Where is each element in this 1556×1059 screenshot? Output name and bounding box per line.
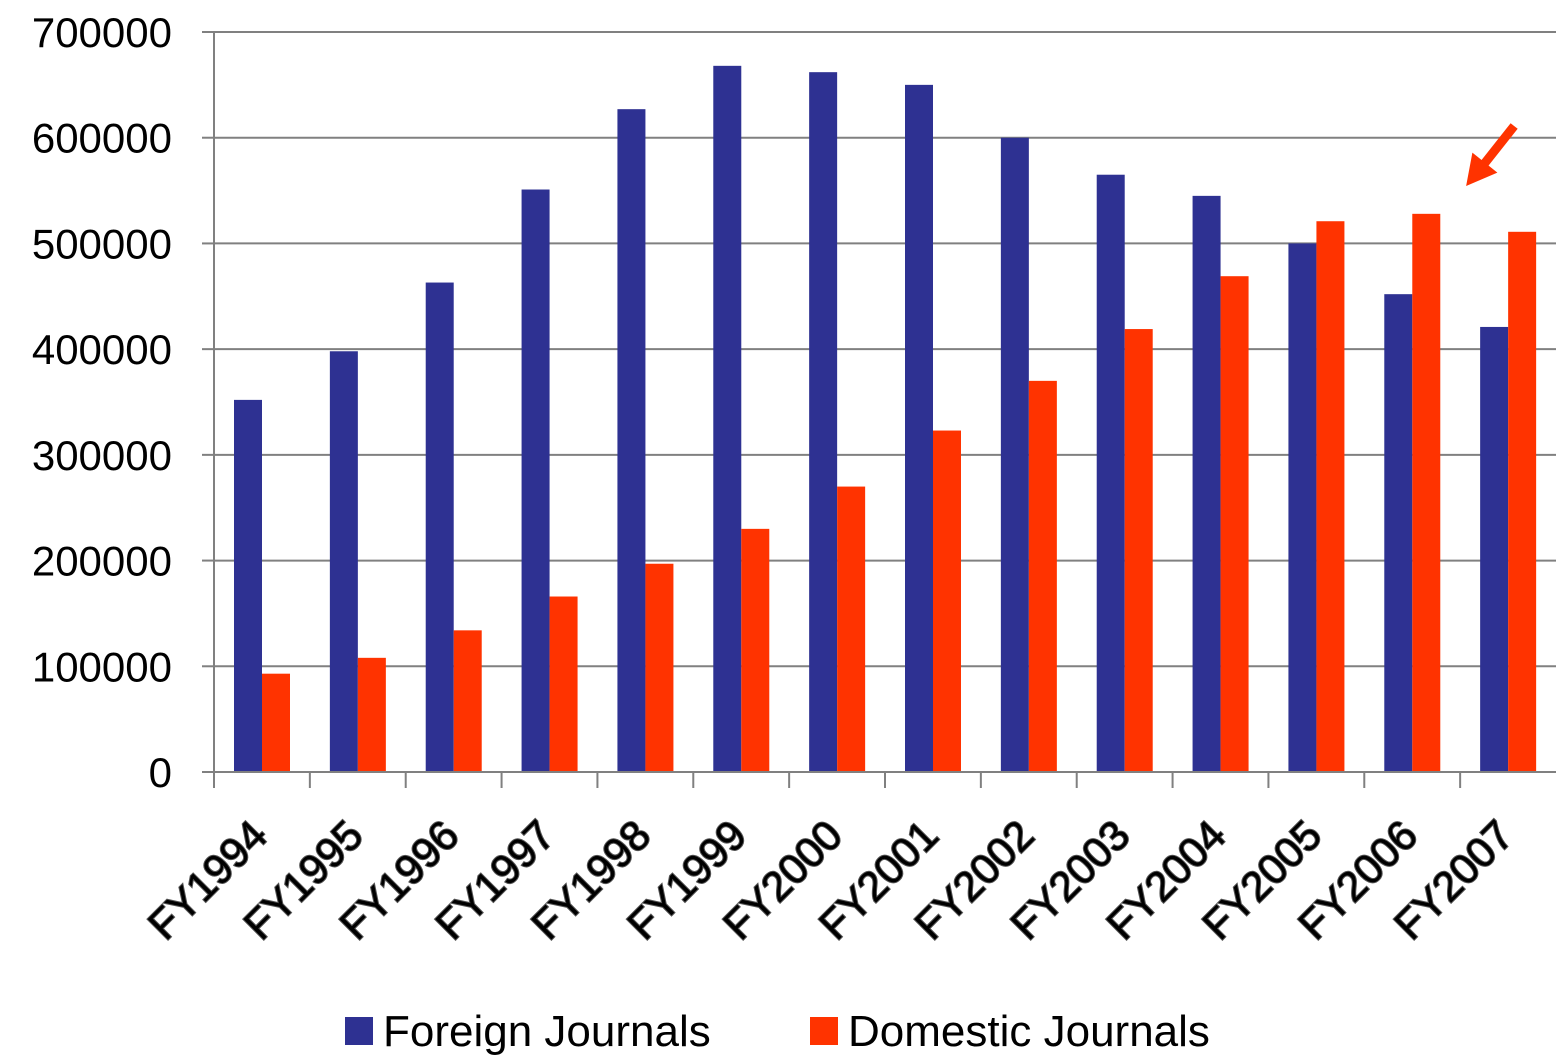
bar-foreign-fy1997 <box>521 189 550 772</box>
bar-domestic-fy2000 <box>837 486 866 772</box>
bar-foreign-fy2000 <box>809 72 838 772</box>
y-tick-label: 600000 <box>32 115 172 162</box>
bar-domestic-fy2006 <box>1412 213 1441 773</box>
bar-domestic-fy1995 <box>357 657 386 772</box>
y-tick-label: 500000 <box>32 220 172 267</box>
bar-domestic-fy2007 <box>1508 231 1537 773</box>
bar-foreign-fy1994 <box>234 399 262 772</box>
y-tick-label: 200000 <box>32 538 172 585</box>
bar-foreign-fy2002 <box>1000 137 1029 772</box>
axes-group <box>213 32 1556 788</box>
gridlines <box>202 31 1556 773</box>
y-tick-label: 400000 <box>32 326 172 373</box>
bar-foreign-fy1998 <box>617 109 646 772</box>
bar-foreign-fy2006 <box>1384 294 1413 772</box>
bar-domestic-fy2003 <box>1124 329 1153 772</box>
annotation-group <box>1466 123 1518 186</box>
bars-group <box>234 65 1537 773</box>
bar-domestic-fy2002 <box>1028 380 1057 772</box>
y-tick-label: 0 <box>149 749 172 796</box>
y-tick-label: 300000 <box>32 432 172 479</box>
bar-domestic-fy1999 <box>741 528 770 772</box>
bar-domestic-fy1996 <box>453 630 482 772</box>
bar-foreign-fy2001 <box>905 84 933 773</box>
y-tick-label: 100000 <box>32 643 172 690</box>
y-tick-label: 700000 <box>32 9 172 56</box>
legend-item-foreign: Foreign Journals <box>345 1007 711 1056</box>
bar-domestic-fy1998 <box>645 563 674 772</box>
legend: Foreign Journals Domestic Journals <box>345 1007 1210 1056</box>
legend-swatch <box>810 1017 838 1045</box>
bar-foreign-fy2003 <box>1096 174 1125 772</box>
bar-foreign-fy1996 <box>425 282 454 772</box>
bar-domestic-fy1997 <box>549 596 578 772</box>
bar-domestic-fy2005 <box>1316 221 1345 772</box>
y-tick-labels: 0 100000 200000 300000 400000 500000 600000 700… <box>32 9 172 796</box>
bar-domestic-fy2004 <box>1220 276 1249 772</box>
legend-item-domestic: Domestic Journals <box>810 1007 1210 1056</box>
bar-domestic-fy2001 <box>933 430 961 772</box>
bar-foreign-fy2004 <box>1192 195 1221 772</box>
bar-foreign-fy1999 <box>713 65 742 773</box>
x-tick-labels: FY1994FY1995FY1996FY1997FY1998FY1999FY20… <box>138 810 1523 949</box>
legend-label: Domestic Journals <box>848 1007 1210 1056</box>
legend-swatch <box>345 1017 373 1045</box>
legend-label: Foreign Journals <box>383 1007 711 1056</box>
bar-foreign-fy1995 <box>329 351 358 772</box>
bar-foreign-fy2007 <box>1480 326 1509 772</box>
bar-domestic-fy1994 <box>262 673 290 772</box>
annotation-arrow <box>1466 123 1518 186</box>
bar-foreign-fy2005 <box>1288 243 1317 772</box>
